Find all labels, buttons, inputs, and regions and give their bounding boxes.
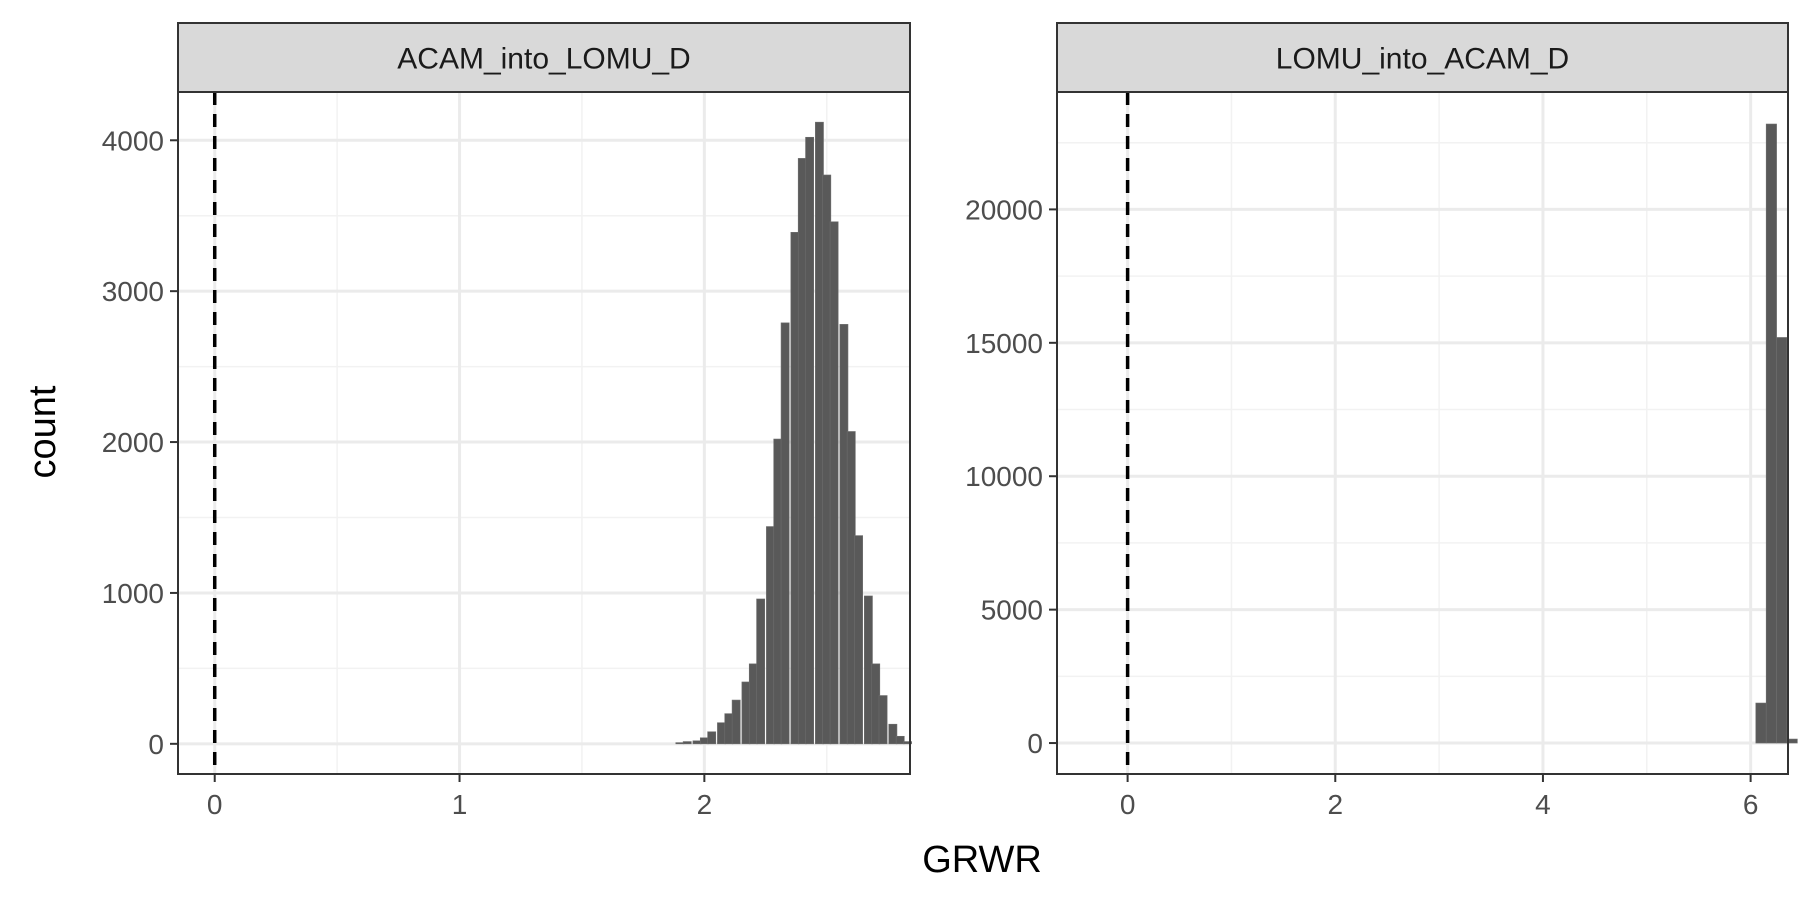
- x-tick-label: 0: [207, 789, 223, 820]
- histogram-bar: [748, 663, 758, 745]
- histogram-bar: [790, 232, 800, 745]
- x-tick-label: 2: [697, 789, 713, 820]
- histogram-bar: [773, 438, 783, 745]
- y-tick-label: 20000: [965, 194, 1043, 225]
- x-tick-label: 2: [1327, 789, 1343, 820]
- histogram-bar: [815, 121, 824, 745]
- y-tick-label: 1000: [102, 578, 164, 609]
- histogram-bar: [864, 595, 873, 745]
- facet-strip-label: ACAM_into_LOMU_D: [397, 43, 690, 76]
- histogram-bar: [1776, 337, 1788, 744]
- y-tick-label: 0: [1027, 728, 1043, 759]
- histogram-bar: [756, 598, 766, 745]
- histogram-bar: [805, 136, 815, 745]
- plot-area: [1057, 92, 1788, 774]
- histogram-bar: [822, 174, 832, 745]
- histogram-bar: [780, 322, 790, 745]
- histogram-bar: [1765, 123, 1777, 744]
- histogram-bar: [903, 741, 912, 745]
- histogram-bar: [797, 158, 807, 745]
- histogram-bar: [699, 737, 709, 745]
- histogram-bar: [717, 722, 726, 745]
- y-tick-label: 0: [148, 729, 164, 760]
- histogram-bar: [675, 742, 685, 745]
- y-axis-title: count: [22, 385, 64, 478]
- facet-panels: ACAM_into_LOMU_D 0 1 2 0 1000 2000 3000 4000 LOMU…: [102, 22, 1798, 820]
- y-tick-label: 4000: [102, 125, 164, 156]
- histogram-bar: [888, 723, 898, 745]
- histogram-bar: [895, 735, 905, 745]
- facet-panel: ACAM_into_LOMU_D 0 1 2 0 1000 2000 3000 4000: [102, 22, 912, 820]
- histogram-bar: [707, 731, 717, 745]
- x-tick-label: 4: [1535, 789, 1551, 820]
- x-tick-label: 0: [1120, 789, 1136, 820]
- histogram-bar: [854, 535, 863, 745]
- histogram-bar: [741, 681, 751, 745]
- y-tick-label: 5000: [981, 595, 1043, 626]
- histogram-bar: [731, 699, 741, 745]
- x-tick-label: 6: [1743, 789, 1759, 820]
- x-axis-title: GRWR: [922, 839, 1042, 881]
- y-tick-label: 2000: [102, 427, 164, 458]
- histogram-bar: [871, 663, 881, 745]
- histogram-bar: [682, 741, 692, 745]
- histogram-bar: [724, 713, 734, 745]
- facet-strip: [1056, 22, 1789, 93]
- y-tick-label: 10000: [965, 461, 1043, 492]
- x-tick-label: 1: [452, 789, 468, 820]
- facet-strip: [177, 22, 911, 93]
- histogram-bar: [829, 221, 839, 745]
- facet-panel: LOMU_into_ACAM_D 0 2 4 6 0 5000 10000 15000 20000: [965, 22, 1798, 820]
- histogram-bar: [839, 324, 849, 745]
- histogram-bar: [692, 740, 702, 745]
- histogram-bar: [1786, 738, 1798, 744]
- y-tick-label: 3000: [102, 276, 164, 307]
- histogram-bar: [846, 431, 856, 745]
- facet-strip-label: LOMU_into_ACAM_D: [1276, 43, 1569, 76]
- y-tick-label: 15000: [965, 328, 1043, 359]
- histogram-bar: [1755, 702, 1767, 744]
- histogram-bar: [766, 526, 775, 745]
- histogram-bar: [878, 695, 888, 745]
